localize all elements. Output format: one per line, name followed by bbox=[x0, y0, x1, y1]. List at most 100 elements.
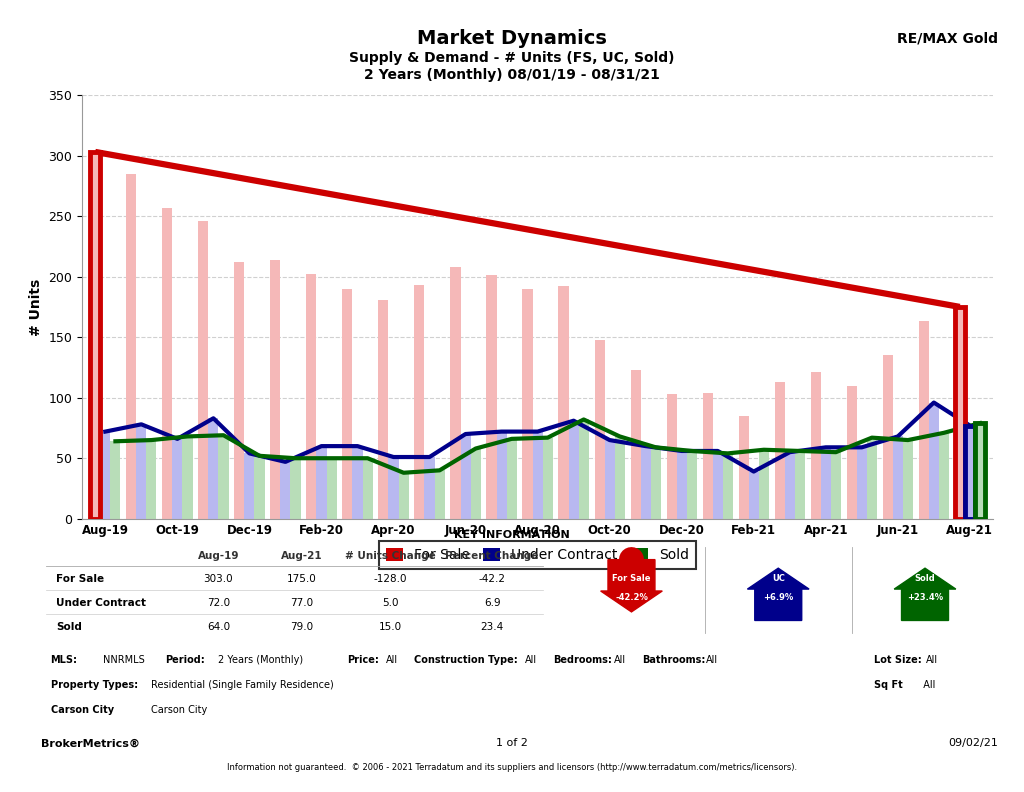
Bar bbox=[255, 456, 264, 519]
Bar bbox=[398, 473, 409, 519]
Text: -128.0: -128.0 bbox=[374, 574, 408, 584]
Bar bbox=[677, 451, 687, 519]
Bar bbox=[965, 425, 975, 519]
Bar bbox=[975, 423, 985, 519]
Text: All: All bbox=[613, 655, 626, 665]
Text: Property Types:: Property Types: bbox=[50, 680, 137, 690]
Bar bbox=[558, 287, 568, 519]
Text: Supply & Demand - # Units (FS, UC, Sold): Supply & Demand - # Units (FS, UC, Sold) bbox=[349, 51, 675, 65]
Bar bbox=[650, 447, 660, 519]
Bar bbox=[774, 382, 784, 519]
Text: Market Dynamics: Market Dynamics bbox=[417, 29, 607, 48]
Bar bbox=[182, 436, 193, 519]
Bar bbox=[975, 423, 985, 519]
Legend: For Sale, Under Contract, Sold: For Sale, Under Contract, Sold bbox=[379, 541, 696, 569]
Bar bbox=[723, 453, 733, 519]
Text: -42.2%: -42.2% bbox=[615, 593, 648, 602]
Bar bbox=[306, 274, 316, 519]
Text: Aug-19: Aug-19 bbox=[198, 550, 240, 561]
Text: Lot Size:: Lot Size: bbox=[873, 655, 922, 665]
Text: Construction Type:: Construction Type: bbox=[415, 655, 518, 665]
Text: Under Contract: Under Contract bbox=[56, 598, 146, 608]
Text: +23.4%: +23.4% bbox=[907, 593, 943, 602]
Bar bbox=[199, 221, 208, 519]
Bar bbox=[486, 276, 497, 519]
Bar bbox=[208, 418, 218, 519]
Text: Price:: Price: bbox=[347, 655, 379, 665]
Bar bbox=[568, 421, 579, 519]
Text: All: All bbox=[524, 655, 537, 665]
Text: 5.0: 5.0 bbox=[382, 598, 399, 608]
Text: 6.9: 6.9 bbox=[483, 598, 501, 608]
Text: Sold: Sold bbox=[914, 574, 935, 583]
Text: 09/02/21: 09/02/21 bbox=[948, 738, 998, 748]
Bar bbox=[614, 436, 625, 519]
Text: 1 of 2: 1 of 2 bbox=[496, 738, 528, 748]
Bar bbox=[631, 370, 641, 519]
Bar bbox=[883, 356, 893, 519]
FancyArrow shape bbox=[601, 560, 663, 612]
Bar bbox=[903, 440, 913, 519]
Bar bbox=[90, 152, 100, 519]
Text: NNRMLS: NNRMLS bbox=[103, 655, 145, 665]
Bar bbox=[388, 457, 398, 519]
Bar bbox=[784, 452, 795, 519]
Text: Residential (Single Family Residence): Residential (Single Family Residence) bbox=[152, 680, 334, 690]
Text: 64.0: 64.0 bbox=[207, 622, 230, 632]
Text: 79.0: 79.0 bbox=[291, 622, 313, 632]
Text: 72.0: 72.0 bbox=[207, 598, 230, 608]
Text: RE/MAX Gold: RE/MAX Gold bbox=[897, 31, 998, 45]
Bar bbox=[795, 451, 805, 519]
Text: 175.0: 175.0 bbox=[287, 574, 316, 584]
Bar bbox=[759, 450, 769, 519]
FancyArrow shape bbox=[748, 568, 809, 620]
Bar bbox=[90, 152, 100, 519]
Bar bbox=[929, 402, 939, 519]
Bar bbox=[604, 440, 614, 519]
Text: Information not guaranteed.  © 2006 - 2021 Terradatum and its suppliers and lice: Information not guaranteed. © 2006 - 202… bbox=[227, 763, 797, 772]
Bar bbox=[749, 471, 759, 519]
Bar bbox=[939, 432, 949, 519]
Bar bbox=[111, 441, 121, 519]
Bar bbox=[713, 451, 723, 519]
Bar bbox=[270, 260, 281, 519]
Bar bbox=[702, 393, 713, 519]
Bar bbox=[342, 289, 352, 519]
Bar bbox=[579, 420, 589, 519]
Text: 303.0: 303.0 bbox=[204, 574, 233, 584]
Bar bbox=[811, 372, 820, 519]
Text: All: All bbox=[926, 655, 938, 665]
Bar bbox=[425, 457, 434, 519]
Text: KEY INFORMATION: KEY INFORMATION bbox=[454, 530, 570, 539]
Text: All: All bbox=[707, 655, 719, 665]
Y-axis label: # Units: # Units bbox=[29, 278, 43, 336]
Text: UC: UC bbox=[772, 574, 784, 583]
Text: All: All bbox=[386, 655, 397, 665]
Bar bbox=[830, 452, 841, 519]
Bar bbox=[100, 432, 111, 519]
Bar bbox=[965, 425, 975, 519]
Text: Sold: Sold bbox=[56, 622, 82, 632]
Bar bbox=[471, 448, 480, 519]
Text: 2 Years (Monthly): 2 Years (Monthly) bbox=[218, 655, 303, 665]
Bar bbox=[507, 439, 517, 519]
Bar bbox=[738, 416, 749, 519]
Bar bbox=[867, 438, 877, 519]
Bar bbox=[543, 438, 553, 519]
Text: For Sale: For Sale bbox=[56, 574, 104, 584]
Bar bbox=[641, 446, 650, 519]
Bar bbox=[954, 307, 965, 519]
Text: 77.0: 77.0 bbox=[291, 598, 313, 608]
Bar bbox=[451, 267, 461, 519]
Text: Bedrooms:: Bedrooms: bbox=[553, 655, 612, 665]
Bar bbox=[126, 173, 136, 519]
Bar bbox=[234, 262, 245, 519]
Bar bbox=[857, 447, 867, 519]
Text: 15.0: 15.0 bbox=[379, 622, 402, 632]
Text: +6.9%: +6.9% bbox=[763, 593, 794, 602]
Bar bbox=[362, 459, 373, 519]
Bar bbox=[218, 436, 228, 519]
Bar bbox=[461, 434, 471, 519]
Bar bbox=[522, 289, 532, 519]
Bar bbox=[919, 322, 929, 519]
